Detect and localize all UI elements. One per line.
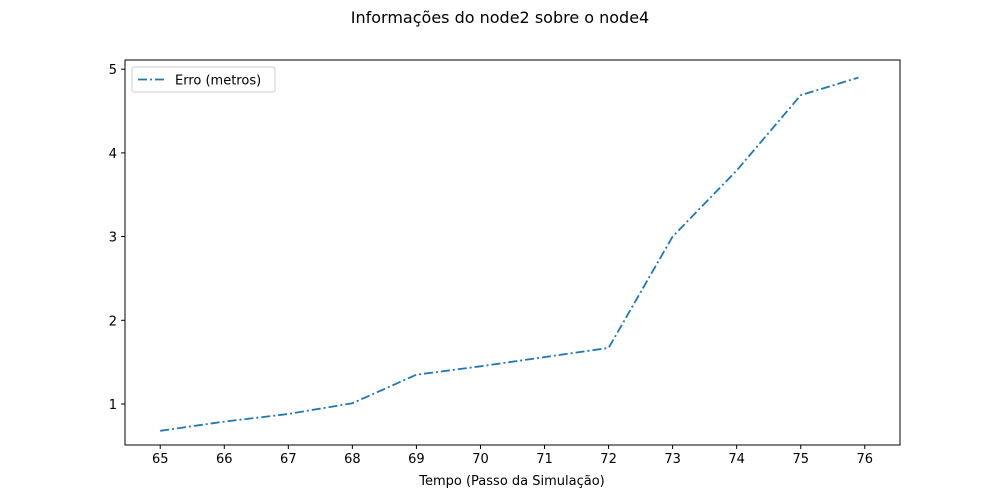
x-tick-label: 75 xyxy=(792,452,809,467)
x-tick-label: 68 xyxy=(344,452,361,467)
legend-label: Erro (metros) xyxy=(175,74,261,89)
series-line-0 xyxy=(160,76,859,432)
x-tick-label: 65 xyxy=(152,452,169,467)
series-group xyxy=(160,76,859,432)
y-tick-label: 1 xyxy=(109,398,117,413)
x-tick-label: 76 xyxy=(856,452,873,467)
legend-box xyxy=(131,66,276,93)
plot-area xyxy=(124,59,901,446)
y-tick-label: 2 xyxy=(109,314,117,329)
y-tick-label: 3 xyxy=(109,231,117,246)
legend: Erro (metros) xyxy=(131,66,276,93)
y-tick-label: 4 xyxy=(109,147,117,162)
x-tick-label: 71 xyxy=(536,452,553,467)
plot-frame xyxy=(124,59,901,446)
chart-title: Informações do node2 sobre o node4 xyxy=(351,8,649,27)
y-axis-ticks: 1 2 3 4 5 xyxy=(109,63,125,413)
x-tick-label: 67 xyxy=(280,452,297,467)
x-tick-label: 74 xyxy=(728,452,745,467)
x-axis-ticks: 65 66 67 68 69 70 71 72 73 74 75 76 xyxy=(152,445,873,467)
x-tick-label: 72 xyxy=(600,452,617,467)
x-tick-label: 69 xyxy=(408,452,425,467)
x-tick-label: 70 xyxy=(472,452,489,467)
y-tick-label: 5 xyxy=(109,63,117,78)
x-tick-label: 66 xyxy=(216,452,233,467)
x-axis-label: Tempo (Passo da Simulação) xyxy=(418,474,605,489)
x-tick-label: 73 xyxy=(664,452,681,467)
